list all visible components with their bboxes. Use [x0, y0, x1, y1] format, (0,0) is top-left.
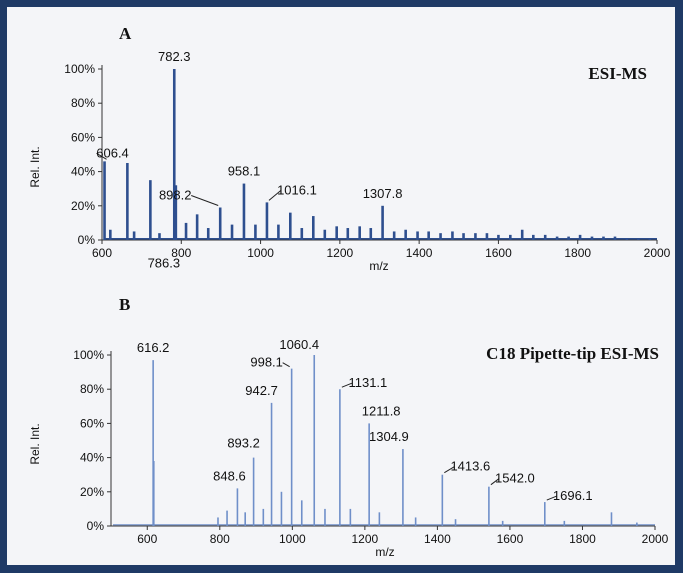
panel-b-peak-label: 893.2	[227, 436, 260, 451]
panel-a-peak-leader	[268, 189, 282, 201]
panel-a-technique-label: ESI-MS	[588, 64, 647, 83]
panel-b-peak-leader	[444, 466, 455, 474]
panel-a-peak-leader	[96, 152, 107, 160]
panel-b-peak-label: 942.7	[245, 383, 278, 398]
panel-b-x-tick-label: 600	[137, 532, 157, 546]
panel-a-x-tick-label: 1600	[485, 246, 512, 260]
panel-a-x-tick-label: 2000	[644, 246, 671, 260]
panel-b-x-tick-label: 2000	[642, 532, 669, 546]
panel-b-peak-label: 616.2	[137, 340, 170, 355]
panel-b-y-tick-label: 100%	[73, 348, 104, 362]
panel-b-y-tick-label: 80%	[80, 382, 104, 396]
panel-a-letter: A	[119, 24, 132, 43]
panel-b-x-tick-label: 800	[210, 532, 230, 546]
panel-b-x-tick-label: 1600	[497, 532, 524, 546]
panel-a-peak-label: 958.1	[228, 164, 261, 179]
panel-a-x-tick-label: 800	[171, 246, 191, 260]
panel-a-x-tick-label: 1000	[247, 246, 274, 260]
panel-b-y-axis-title: Rel. Int.	[28, 423, 42, 464]
panel-a-x-tick-label: 600	[92, 246, 112, 260]
panel-b-peak-label: 1211.8	[362, 403, 401, 418]
panel-a-y-axis-title: Rel. Int.	[28, 146, 42, 187]
panel-a-peak-label: 1016.1	[277, 182, 317, 197]
panel-b-peak-label: 1542.0	[495, 471, 535, 486]
panel-b-y-tick-label: 60%	[80, 416, 104, 430]
panel-a-y-tick-label: 80%	[71, 96, 95, 110]
panel-b-peak-label: 1304.9	[369, 429, 409, 444]
panel-a-peak-label: 1307.8	[363, 186, 403, 201]
panel-a-x-tick-label: 1200	[327, 246, 354, 260]
panel-b-peak-leader	[282, 362, 290, 368]
panel-a-y-tick-label: 20%	[71, 199, 95, 213]
panel-a-peak-label: 606.4	[96, 145, 129, 160]
panel-a-x-tick-label: 1800	[564, 246, 591, 260]
panel-b-x-axis-title: m/z	[375, 545, 394, 559]
panel-a-y-tick-label: 60%	[71, 130, 95, 144]
panel-b-peak-label: 1131.1	[348, 375, 387, 390]
panel-a-y-tick-label: 40%	[71, 165, 95, 179]
panel-a-x-tick-label: 1400	[406, 246, 433, 260]
panel-a-peak-label: 786.3	[148, 255, 181, 270]
panel-a-peak-leader	[191, 195, 219, 206]
figure-frame: A ESI-MS Rel. Int. m/z 0% 20% 40% 60% 80% 100…	[7, 7, 675, 565]
panel-a-peak-label: 782.3	[158, 49, 191, 64]
panel-b-y-tick-label: 0%	[87, 519, 105, 533]
panel-b-technique-label: C18 Pipette-tip ESI-MS	[486, 344, 659, 363]
panel-a-y-tick-label: 100%	[64, 62, 95, 76]
panel-b-x-tick-label: 1400	[424, 532, 451, 546]
panel-b-peak-leader	[341, 382, 353, 388]
panel-b-peak-label: 998.1	[250, 355, 283, 370]
panel-a: A ESI-MS Rel. Int. m/z 0% 20% 40% 60% 80% 100…	[28, 24, 671, 273]
panel-b-y-tick-label: 20%	[80, 485, 104, 499]
panel-b-peak-label: 1413.6	[450, 459, 490, 474]
panel-a-y-tick-label: 0%	[78, 233, 96, 247]
panel-b-peak-leader	[546, 495, 557, 501]
panel-a-x-axis-title: m/z	[369, 259, 388, 273]
panel-b-x-tick-label: 1000	[279, 532, 306, 546]
panel-b: B C18 Pipette-tip ESI-MS Rel. Int. m/z 0…	[28, 295, 669, 559]
panel-b-x-tick-label: 1200	[352, 532, 379, 546]
mass-spectra-chart: A ESI-MS Rel. Int. m/z 0% 20% 40% 60% 80% 100…	[28, 24, 671, 559]
panel-b-peak-label: 848.6	[213, 468, 246, 483]
panel-a-peak-label: 898.2	[159, 188, 192, 203]
panel-b-peak-leader	[490, 478, 500, 486]
panel-b-peak-label: 1060.4	[279, 337, 319, 352]
panel-b-letter: B	[119, 295, 130, 314]
panel-b-x-tick-label: 1800	[569, 532, 596, 546]
panel-b-y-tick-label: 40%	[80, 451, 104, 465]
panel-b-peak-label: 1696.1	[553, 488, 593, 503]
